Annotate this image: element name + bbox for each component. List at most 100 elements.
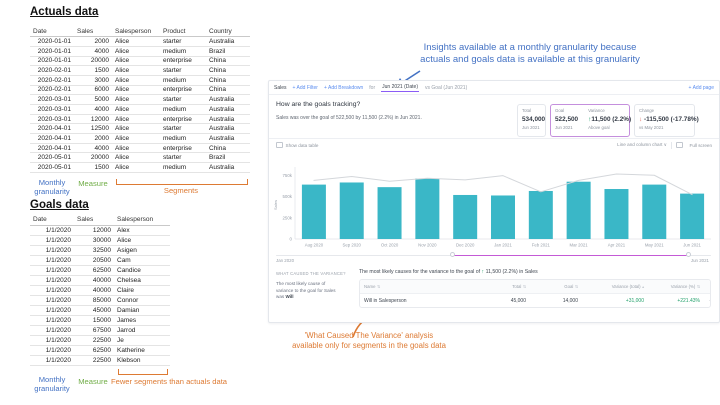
add-filter-button[interactable]: + Add Filter [292,84,318,91]
table-cell: 1/1/2020 [30,245,74,256]
table-row: 2020-03-01 4000 Alice medium Australia [30,104,250,115]
table-cell: 2020-01-01 [30,36,74,47]
table-cell: 1/1/2020 [30,335,74,346]
table-cell: 1/1/2020 [30,345,74,356]
table-cell: Klebson [114,355,170,366]
x-tick-label: Nov 2020 [418,243,437,248]
table-cell: 12500 [74,123,112,135]
table-row: 1/1/2020 30000 Alice [30,235,170,246]
variance-table: Name ⇅ Total ⇅ Goal ⇅ Variance (total) ▴ Var… [359,279,711,308]
variance-status: Above goal [588,125,610,130]
table-cell: China [206,56,250,67]
col-goal[interactable]: Goal ⇅ [564,284,578,289]
sales-vs-goal-chart[interactable]: 0 250k 500k 750k Sales Aug 2020 Sep 2020 Oct 20… [271,151,717,248]
table-cell: 1500 [74,162,112,173]
table-cell: Cam [114,255,170,266]
slider-selected-range[interactable] [452,254,688,257]
table-cell: 1/1/2020 [30,265,74,276]
time-range-slider[interactable] [276,252,711,258]
variance-value: 11,500 (2.2%) [591,115,632,123]
table-cell: 45000 [74,305,114,316]
add-page-button[interactable]: + Add page [688,84,714,91]
x-tick-label: Apr 2021 [608,243,626,248]
table-cell: medium [160,162,206,173]
bar-May 2021 [642,184,667,239]
table-cell: medium [160,104,206,115]
variance-table-header: Name ⇅ Total ⇅ Goal ⇅ Variance (total) ▴ Var… [360,280,710,294]
col-variance-total[interactable]: Variance (total) ▴ [611,284,644,289]
table-cell: 2020-03-01 [30,104,74,115]
table-cell: 3000 [74,75,112,86]
slider-max-label: Jun 2021 [690,258,709,263]
table-cell: Alice [112,162,160,173]
table-cell: Australia [206,162,250,173]
col-name[interactable]: Name ⇅ [364,284,381,289]
table-cell: Alice [112,94,160,105]
table-cell: 1/1/2020 [30,325,74,336]
slider-handle-end[interactable] [686,252,691,257]
variance-table-row[interactable]: Will in Salesperson 45,000 14,000 +31,00… [360,294,710,307]
goals-segments-bracket [118,369,168,375]
total-label: Total [522,108,532,113]
add-breakdown-button[interactable]: + Add Breakdown [323,84,364,91]
slider-min-label: Jan 2020 [276,258,295,263]
total-period: Jun 2021 [522,125,540,130]
vs-goal-tab[interactable]: vs Goal (Jun 2021) [425,84,468,91]
actuals-segments-note: Segments [163,186,199,195]
slider-handle-start[interactable] [450,252,455,257]
row-menu-button[interactable]: ⋯ [700,298,710,304]
table-cell: starter [160,152,206,164]
header-cell: Date [30,215,74,226]
y-tick-label: 0 [290,237,293,242]
cause-name-cell: Will in Salesperson [364,297,407,304]
col-variance-pct[interactable]: Variance (%) ⇅ [670,284,700,289]
divider [269,138,719,139]
goal-cell: 14,000 [562,297,578,304]
table-cell: 20000 [74,56,112,67]
bar-Dec 2020 [453,194,478,239]
table-cell: 2020-02-01 [30,65,74,76]
table-cell: 1/1/2020 [30,285,74,296]
date-period-tab[interactable]: Jun 2021 (Date) [381,84,419,93]
actuals-measure-note: Measure [78,179,108,188]
chart-type-dropdown[interactable]: Line and column chart ∨ [617,142,668,147]
table-cell: 2020-03-01 [30,114,74,125]
table-cell: 40000 [74,275,114,286]
question-title: How are the goals tracking? [276,101,361,108]
table-row: 1/1/2020 40000 Chelsea [30,275,170,286]
table-cell: 40000 [74,285,114,296]
table-cell: starter [160,36,206,47]
table-row: 2020-01-01 4000 Alice medium Brazil [30,46,250,57]
table-cell: Alice [112,56,160,67]
table-cell: 20500 [74,255,114,266]
goal-value: 522,500 [555,115,579,123]
table-cell: Alice [112,114,160,125]
variance-total-cell: +31,000 [625,297,644,304]
table-cell: Chelsea [114,275,170,286]
col-total[interactable]: Total ⇅ [512,284,526,289]
question-answer: Sales was over the goal of 522,500 by 11… [276,115,422,121]
metric-name[interactable]: Sales [274,84,287,91]
header-cell: Country [206,27,250,38]
goals-table: Date Sales Salesperson 1/1/2020 12000 Alex 1/… [30,215,170,366]
dashboard-toolbar: Sales + Add Filter + Add Breakdown for J… [269,81,719,95]
goals-tracking-summary: How are the goals tracking? Sales was ov… [276,101,506,121]
table-cell: 1/1/2020 [30,225,74,236]
table-cell: Alice [112,46,160,57]
table-cell: medium [160,75,206,86]
full-screen-button[interactable]: Full screen [689,142,712,148]
table-cell: 2020-01-01 [30,46,74,57]
table-cell: enterprise [160,143,206,154]
table-cell: starter [160,123,206,135]
x-tick-label: Feb 2021 [532,243,551,248]
sort-icon: ⇅ [376,285,381,289]
table-row: 2020-02-01 1500 Alice starter China [30,65,250,76]
table-cell: Alex [114,225,170,236]
y-tick-label: 750k [282,173,292,178]
table-cell: 2020-02-01 [30,75,74,86]
header-cell: Sales [74,215,114,226]
table-cell: enterprise [160,85,206,96]
bar-Nov 2020 [415,178,440,239]
show-data-table-checkbox[interactable] [276,141,283,149]
